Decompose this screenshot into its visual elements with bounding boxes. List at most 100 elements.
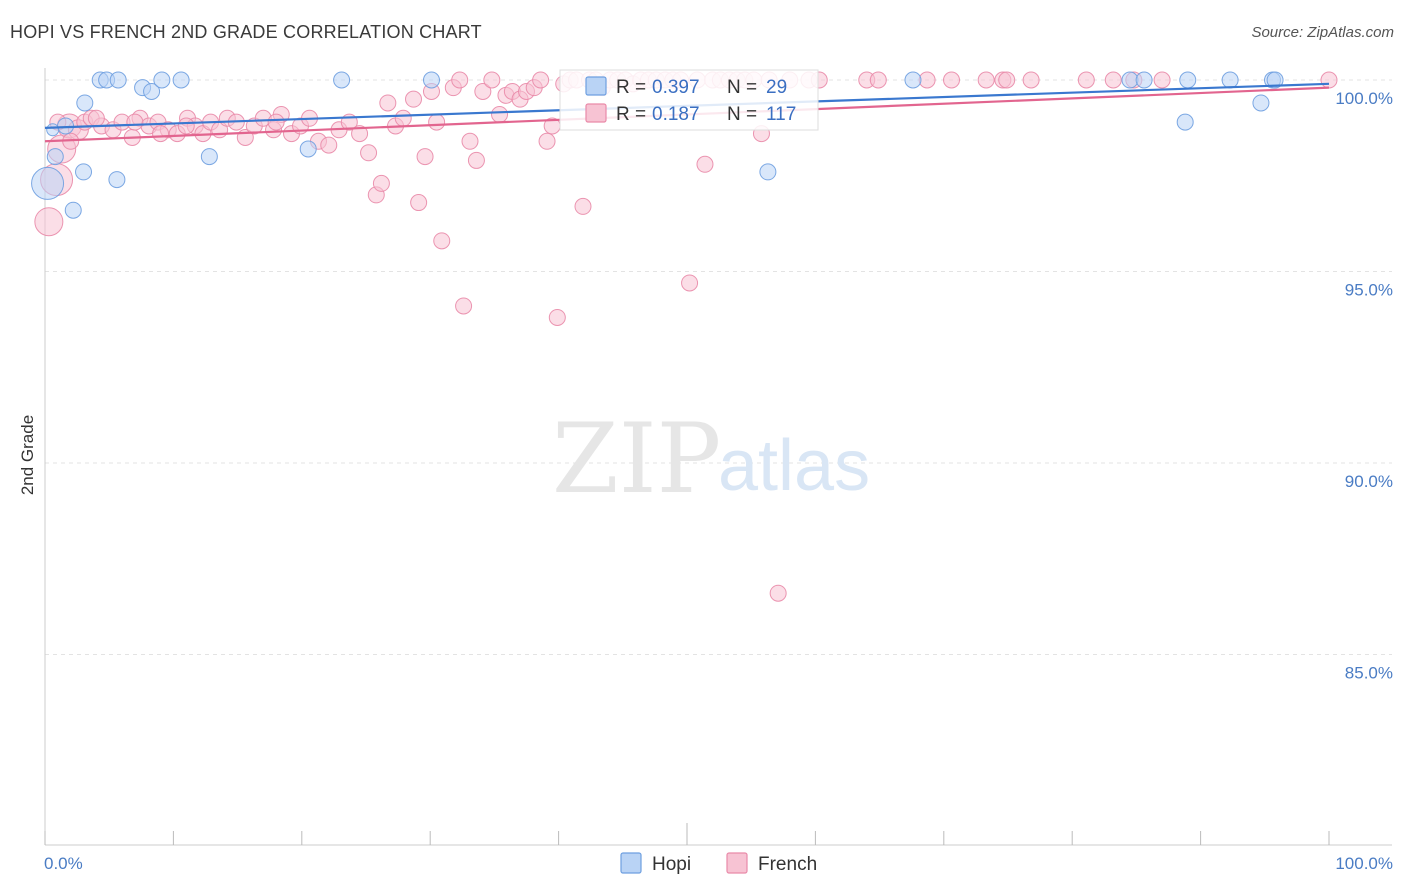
- french-point-42: [405, 90, 423, 108]
- bottom-legend-swatch-hopi: [620, 852, 642, 874]
- french-point-82: [681, 274, 699, 292]
- french-point-55: [491, 105, 509, 123]
- french-point-115: [177, 117, 195, 135]
- french-points: [34, 71, 1338, 602]
- chart-title: HOPI VS FRENCH 2ND GRADE CORRELATION CHA…: [10, 22, 482, 42]
- legend-n-label-hopi: N =: [727, 77, 757, 98]
- source-credit: Source: ZipAtlas.com: [1251, 24, 1394, 41]
- hopi-point-13: [172, 71, 190, 89]
- axes: [44, 68, 1392, 846]
- french-point-53: [474, 82, 492, 100]
- french-point-64: [548, 308, 566, 326]
- french-point-38: [372, 174, 390, 192]
- french-point-36: [360, 144, 378, 162]
- french-point-49: [451, 71, 469, 89]
- hopi-point-15: [299, 140, 317, 158]
- legend-r-value-hopi: 0.397: [652, 77, 700, 98]
- french-point-114: [152, 125, 170, 143]
- watermark-zip: ZIP: [552, 403, 721, 515]
- french-point-108: [1153, 71, 1171, 89]
- french-point-61: [532, 71, 550, 89]
- french-point-104: [1022, 71, 1040, 89]
- hopi-point-1: [46, 148, 64, 166]
- french-point-99: [918, 71, 936, 89]
- grid-lines: [45, 79, 1392, 655]
- hopi-point-4: [75, 163, 93, 181]
- y-tick-label-3: 85.0%: [1345, 664, 1393, 683]
- french-point-116: [267, 113, 285, 131]
- hopi-point-8: [109, 71, 127, 89]
- legend-r-value-french: 0.187: [652, 104, 700, 125]
- bottom-legend-label-french: French: [758, 854, 817, 875]
- stats-legend: R = 0.397 N = 29 R = 0.187 N = 117: [559, 69, 819, 131]
- french-point-112: [87, 109, 105, 127]
- legend-r-label-french: R =: [616, 104, 646, 125]
- hopi-point-24: [1221, 71, 1239, 89]
- french-point-46: [428, 113, 446, 131]
- french-point-101: [977, 71, 995, 89]
- legend-n-value-hopi: 29: [766, 77, 787, 98]
- bottom-legend-label-hopi: Hopi: [652, 854, 691, 875]
- y-tick-labels: 100.0% 95.0% 90.0% 85.0%: [1335, 89, 1393, 683]
- french-point-43: [410, 194, 428, 212]
- french-point-109: [1320, 71, 1338, 89]
- legend-n-value-french: 117: [766, 104, 796, 125]
- french-point-98: [869, 71, 887, 89]
- french-point-54: [483, 71, 501, 89]
- hopi-point-16: [333, 71, 351, 89]
- hopi-point-20: [1121, 71, 1139, 89]
- hopi-point-14: [200, 148, 218, 166]
- hopi-point-9: [108, 171, 126, 189]
- french-point-32: [320, 136, 338, 154]
- legend-n-label-french: N =: [727, 104, 757, 125]
- series-legend: Hopi French: [620, 852, 817, 875]
- french-point-41: [394, 109, 412, 127]
- french-point-103: [998, 71, 1016, 89]
- french-point-35: [351, 125, 369, 143]
- french-point-113: [126, 113, 144, 131]
- hopi-point-22: [1176, 113, 1194, 131]
- watermark: ZIP atlas: [552, 403, 870, 515]
- x-tick-labels: 0.0% 100.0%: [44, 854, 1393, 873]
- y-tick-label-1: 95.0%: [1345, 281, 1393, 300]
- french-point-51: [461, 132, 479, 150]
- hopi-point-11: [143, 82, 161, 100]
- french-point-50: [455, 297, 473, 315]
- hopi-point-27: [1266, 71, 1284, 89]
- french-point-68: [574, 197, 592, 215]
- french-point-44: [416, 148, 434, 166]
- y-tick-label-0: 100.0%: [1335, 89, 1393, 108]
- x-tick-label-1: 100.0%: [1335, 854, 1393, 873]
- hopi-point-0: [31, 166, 65, 200]
- french-point-106: [1104, 71, 1122, 89]
- french-point-93: [769, 584, 787, 602]
- french-point-62: [538, 132, 556, 150]
- legend-swatch-hopi: [585, 76, 607, 96]
- x-tick-label-0: 0.0%: [44, 854, 83, 873]
- hopi-point-17: [422, 71, 440, 89]
- watermark-atlas: atlas: [718, 426, 870, 506]
- hopi-point-19: [904, 71, 922, 89]
- hopi-point-25: [1252, 94, 1270, 112]
- bottom-legend-swatch-french: [726, 852, 748, 874]
- y-tick-label-2: 90.0%: [1345, 472, 1393, 491]
- legend-r-label-hopi: R =: [616, 77, 646, 98]
- french-point-0: [34, 207, 64, 237]
- hopi-point-18: [759, 163, 777, 181]
- legend-swatch-french: [585, 103, 607, 123]
- hopi-point-21: [1135, 71, 1153, 89]
- hopi-point-5: [76, 94, 94, 112]
- french-point-47: [433, 232, 451, 250]
- french-point-39: [379, 94, 397, 112]
- hopi-point-28: [46, 123, 60, 137]
- hopi-point-23: [1179, 71, 1197, 89]
- hopi-point-12: [153, 71, 171, 89]
- hopi-points: [31, 71, 1284, 219]
- french-point-100: [943, 71, 961, 89]
- french-point-84: [696, 155, 714, 173]
- hopi-point-3: [64, 201, 82, 219]
- y-axis-label: 2nd Grade: [18, 415, 37, 495]
- french-point-52: [467, 151, 485, 169]
- french-point-105: [1077, 71, 1095, 89]
